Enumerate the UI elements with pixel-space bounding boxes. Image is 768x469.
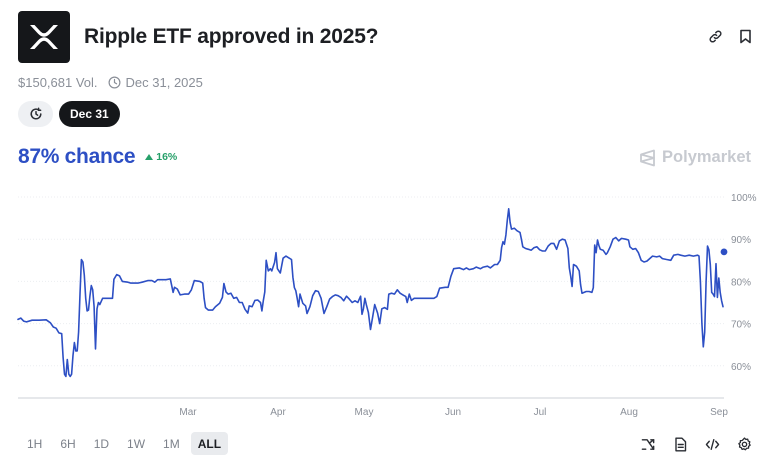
- x-axis: Mar Apr May Jun Jul Aug Sep: [18, 397, 728, 418]
- end-date: Dec 31, 2025: [125, 75, 203, 90]
- y-tick-label: 80%: [731, 277, 751, 288]
- chart-grid: [18, 196, 724, 367]
- top-actions: [706, 27, 754, 45]
- volume: $150,681 Vol.: [18, 75, 98, 90]
- x-tick-label: Jun: [445, 407, 461, 418]
- brand-name: Polymarket: [662, 148, 751, 166]
- x-tick-label: Mar: [179, 407, 197, 418]
- time-range-all[interactable]: ALL: [190, 432, 229, 455]
- bookmark-icon[interactable]: [736, 27, 754, 45]
- x-tick-label: Apr: [270, 407, 286, 418]
- xrp-logo: [18, 11, 70, 63]
- time-range-1h[interactable]: 1H: [27, 436, 43, 451]
- y-axis: 100% 90% 80% 70% 60%: [731, 193, 757, 373]
- price-line: [17, 208, 724, 378]
- change-badge: 16%: [145, 151, 177, 163]
- time-range-1m[interactable]: 1M: [163, 436, 180, 451]
- shuffle-icon[interactable]: [639, 435, 657, 453]
- history-button[interactable]: [18, 101, 53, 127]
- y-tick-label: 60%: [731, 362, 751, 373]
- x-tick-label: May: [355, 407, 374, 418]
- x-tick-label: Sep: [710, 407, 728, 418]
- code-icon[interactable]: [703, 435, 721, 453]
- polymarket-brand: Polymarket: [639, 148, 751, 167]
- xrp-icon: [30, 25, 58, 49]
- y-tick-label: 100%: [731, 193, 757, 204]
- x-tick-label: Aug: [620, 407, 638, 418]
- x-tick-label: Jul: [534, 407, 547, 418]
- time-range-1w[interactable]: 1W: [127, 436, 146, 451]
- time-range-6h[interactable]: 6H: [60, 436, 76, 451]
- chart-actions: [639, 435, 753, 453]
- price-chart[interactable]: 100% 90% 80% 70% 60% Mar Apr May Jun Jul Aug Sep: [0, 185, 768, 420]
- settings-icon[interactable]: [735, 435, 753, 453]
- link-icon[interactable]: [706, 27, 724, 45]
- change-value: 16%: [156, 151, 178, 163]
- market-header: Ripple ETF approved in 2025?: [18, 11, 378, 63]
- probability-summary: 87% chance 16%: [18, 145, 177, 169]
- market-meta: $150,681 Vol. Dec 31, 2025: [18, 75, 203, 90]
- clock-icon: [108, 76, 121, 89]
- market-title: Ripple ETF approved in 2025?: [84, 25, 379, 48]
- date-pills: Dec 31: [18, 101, 120, 127]
- polymarket-logo-icon: [640, 149, 655, 166]
- time-range-tabs: 1H 6H 1D 1W 1M ALL: [20, 432, 229, 455]
- triangle-up-icon: [145, 154, 154, 160]
- y-tick-label: 70%: [731, 320, 751, 331]
- y-tick-label: 90%: [731, 235, 751, 246]
- current-value-dot: [720, 248, 728, 256]
- history-icon: [30, 107, 42, 120]
- document-icon[interactable]: [671, 435, 689, 453]
- chance-value: 87% chance: [18, 145, 136, 168]
- date-pill-selected[interactable]: Dec 31: [59, 101, 120, 127]
- time-range-1d[interactable]: 1D: [93, 436, 110, 451]
